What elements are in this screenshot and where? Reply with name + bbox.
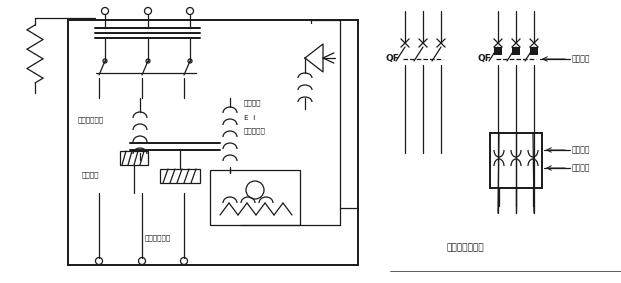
Bar: [490, 133, 542, 188]
Text: 失电压脱扣器: 失电压脱扣器: [145, 235, 171, 241]
Text: 断路器图形符号: 断路器图形符号: [446, 243, 484, 252]
Bar: [120, 151, 148, 165]
Text: 过载保护: 过载保护: [572, 164, 591, 173]
Bar: [68, 20, 358, 265]
Bar: [160, 169, 200, 183]
Bar: [530, 47, 538, 55]
Text: QF: QF: [478, 53, 492, 63]
Text: 过流保护: 过流保护: [572, 145, 591, 155]
Text: E  I: E I: [244, 115, 255, 121]
Bar: [210, 170, 300, 225]
Text: 过电流脱扣器: 过电流脱扣器: [78, 117, 104, 123]
Text: 远控按鈕: 远控按鈕: [244, 100, 261, 106]
Text: QF: QF: [385, 53, 399, 63]
Bar: [494, 47, 502, 55]
Bar: [512, 47, 520, 55]
Text: 失压保护: 失压保护: [572, 55, 591, 63]
Text: 分劥脱扣器: 分劥脱扣器: [244, 128, 266, 134]
Text: 热脱扣器: 热脱扣器: [82, 172, 99, 178]
